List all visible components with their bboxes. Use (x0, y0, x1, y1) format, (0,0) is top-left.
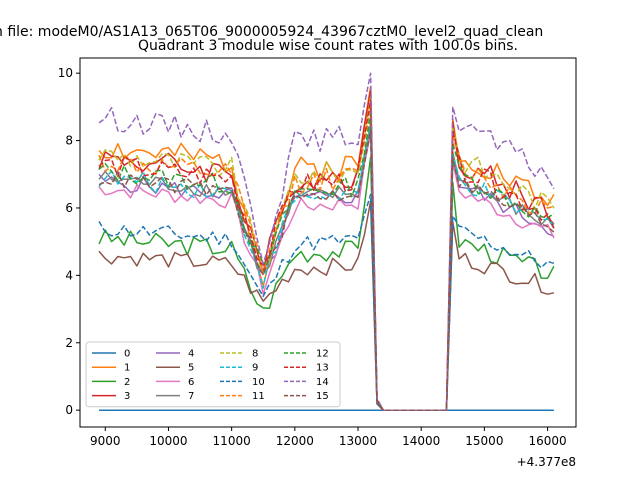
legend-label-4: 4 (188, 349, 194, 360)
series-line-3 (98, 89, 555, 411)
legend-label-10: 10 (252, 377, 265, 388)
chart-title: Quadrant 3 module wise count rates with … (138, 38, 518, 54)
legend-label-7: 7 (188, 391, 194, 402)
legend-label-13: 13 (316, 363, 329, 374)
axes-frame (79, 57, 577, 428)
series-line-6 (98, 133, 555, 411)
y-tick-label: 0 (65, 403, 73, 417)
series-line-8 (98, 96, 555, 411)
x-tick-label: 15000 (465, 434, 503, 448)
x-tick-label: 11000 (213, 434, 251, 448)
x-offset-label: +4.377e8 (517, 455, 576, 469)
legend-label-3: 3 (124, 391, 130, 402)
y-tick-label: 4 (65, 268, 73, 282)
legend-label-8: 8 (252, 349, 258, 360)
y-tick-label: 6 (65, 201, 73, 215)
legend-frame (85, 341, 341, 408)
series-line-10 (98, 193, 555, 411)
y-axis: 0 2 4 6 8 10 (58, 66, 80, 417)
series-line-2 (98, 156, 555, 411)
y-tick-label: 8 (65, 134, 73, 148)
x-tick-label: 12000 (276, 434, 314, 448)
legend-label-9: 9 (252, 363, 258, 374)
legend-label-2: 2 (124, 377, 130, 388)
series-line-11 (98, 106, 555, 411)
x-tick-label: 10000 (149, 434, 187, 448)
figure-suptitle: n file: modeM0/AS1A13_065T06_9000005924_… (0, 24, 543, 40)
legend-label-14: 14 (316, 377, 329, 388)
series-line-12 (98, 112, 555, 411)
y-tick-label: 10 (58, 66, 73, 80)
legend-label-15: 15 (316, 391, 329, 402)
legend-label-11: 11 (252, 391, 265, 402)
series-line-9 (98, 126, 555, 411)
x-tick-label: 14000 (402, 434, 440, 448)
series-line-15 (98, 129, 555, 411)
x-tick-label: 13000 (339, 434, 377, 448)
x-tick-label: 9000 (90, 434, 121, 448)
legend-label-0: 0 (124, 349, 130, 360)
y-tick-label: 2 (65, 336, 73, 350)
series-layer (98, 72, 555, 411)
x-axis: 9000 10000 11000 12000 13000 14000 15000 16000 (90, 427, 567, 448)
series-line-13 (98, 99, 555, 411)
series-line-14 (98, 72, 555, 411)
legend-label-6: 6 (188, 377, 194, 388)
legend-label-1: 1 (124, 363, 130, 374)
legend-label-5: 5 (188, 363, 194, 374)
plot-area (79, 57, 577, 428)
series-line-5 (98, 200, 555, 411)
x-tick-label: 16000 (528, 434, 566, 448)
legend-label-12: 12 (316, 349, 329, 360)
